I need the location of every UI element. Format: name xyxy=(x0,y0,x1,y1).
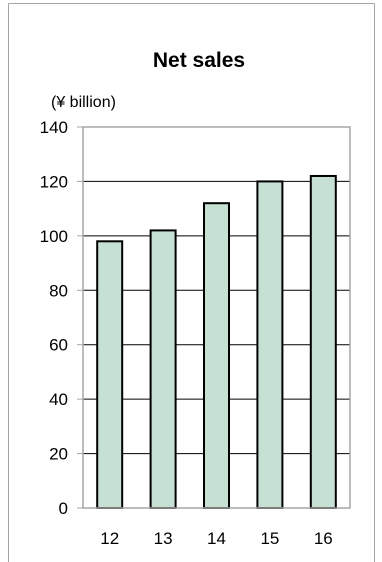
y-tick-label: 120 xyxy=(40,172,68,191)
x-tick-label: 15 xyxy=(260,529,279,548)
plot-area-border xyxy=(82,126,351,509)
y-axis: 0 20 40 60 80 100 120 140 xyxy=(40,118,83,518)
y-tick-label: 40 xyxy=(49,390,68,409)
x-tick-label: 13 xyxy=(154,529,173,548)
x-tick-label: 16 xyxy=(314,529,333,548)
y-tick-label: 100 xyxy=(40,227,68,246)
y-tick-label: 0 xyxy=(59,499,68,518)
bar-series xyxy=(96,174,337,510)
bar-14 xyxy=(203,202,230,509)
bar-13 xyxy=(149,229,177,510)
unit-label: (¥ billion) xyxy=(51,94,116,111)
y-tick-label: 20 xyxy=(49,445,68,464)
y-tick-label: 80 xyxy=(49,281,68,300)
x-axis: 12 13 14 15 16 xyxy=(100,529,333,548)
bar-15 xyxy=(256,180,284,510)
x-tick-label: 14 xyxy=(207,529,226,548)
y-tick-label: 60 xyxy=(49,336,68,355)
chart-title: Net sales xyxy=(153,49,245,72)
x-tick-label: 12 xyxy=(100,529,119,548)
bar-16 xyxy=(309,174,337,509)
y-tick-label: 140 xyxy=(40,118,68,137)
bar-12 xyxy=(96,240,124,510)
